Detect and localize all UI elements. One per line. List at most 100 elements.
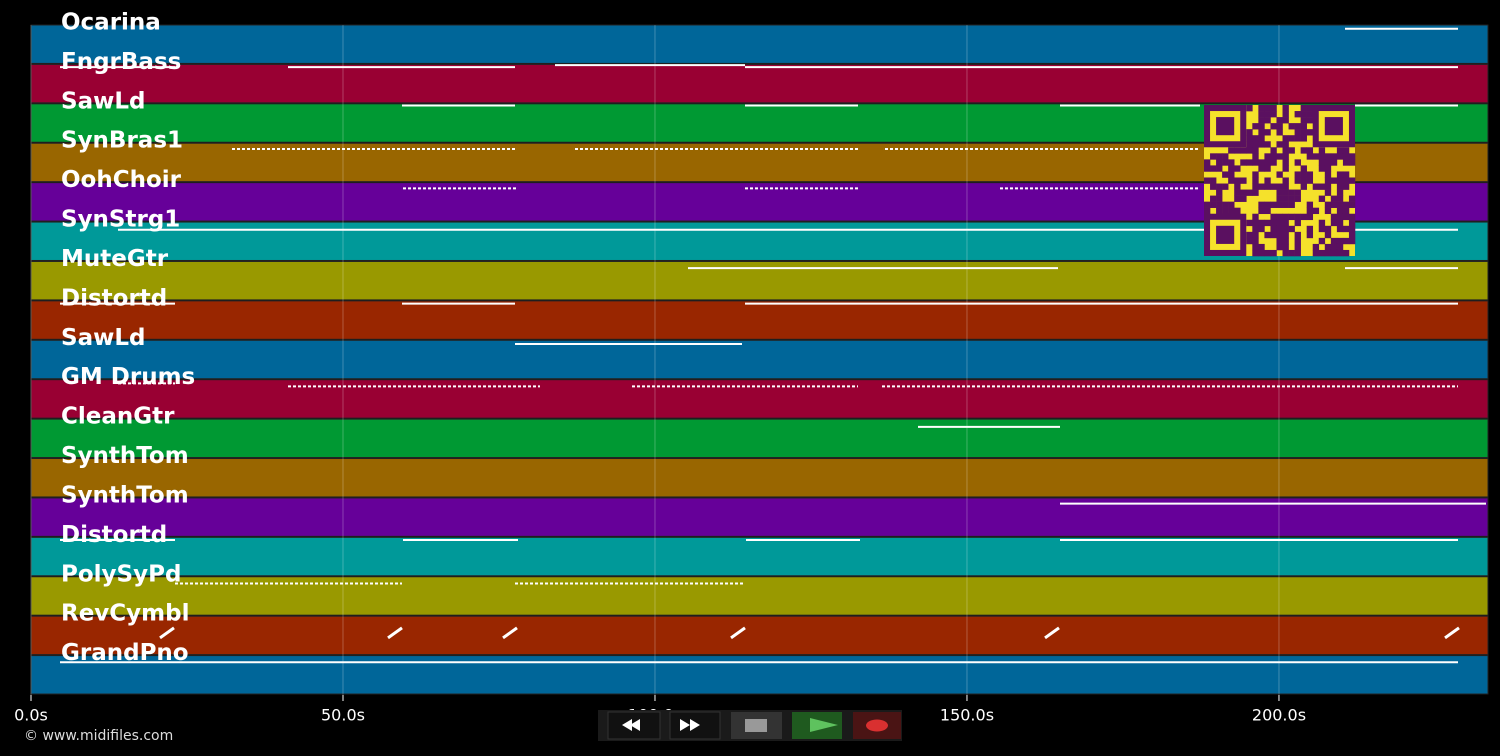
qr-module	[1264, 177, 1271, 184]
qr-module	[1264, 207, 1271, 215]
qr-module	[1336, 237, 1344, 245]
qr-module	[1264, 141, 1271, 148]
qr-module	[1228, 207, 1235, 215]
fast-forward-button[interactable]	[669, 711, 721, 740]
qr-module	[1336, 147, 1344, 154]
qr-module	[1294, 249, 1301, 257]
qr-module	[1210, 195, 1217, 202]
qr-module	[1342, 201, 1350, 208]
qr-module	[1264, 219, 1271, 227]
qr-module	[1336, 225, 1344, 233]
qr-module	[1252, 141, 1259, 148]
qr-module	[1276, 213, 1283, 221]
qr-module	[1288, 123, 1295, 130]
qr-module	[1258, 183, 1265, 190]
qr-module	[1252, 159, 1259, 166]
qr-module	[1234, 165, 1241, 172]
qr-module	[1312, 243, 1320, 251]
qr-module	[1264, 105, 1271, 112]
qr-module	[1342, 213, 1350, 221]
qr-module	[1336, 243, 1344, 251]
qr-module	[1300, 183, 1307, 190]
track-name: FngrBass	[61, 49, 181, 75]
qr-module	[1222, 207, 1229, 215]
qr-module	[1288, 213, 1295, 221]
qr-module	[1276, 141, 1283, 148]
qr-module	[1204, 207, 1211, 215]
qr-module	[1258, 141, 1265, 148]
qr-module	[1288, 135, 1295, 142]
qr-module	[1324, 243, 1332, 251]
qr-module	[1336, 249, 1344, 257]
qr-module	[1294, 219, 1301, 227]
qr-module	[1258, 249, 1265, 257]
track-name: CleanGtr	[61, 404, 175, 430]
qr-module	[1276, 129, 1283, 136]
qr-module	[1282, 141, 1289, 148]
qr-module	[1216, 159, 1223, 166]
track-name: OohChoir	[61, 167, 182, 193]
note-segment	[1444, 626, 1460, 640]
qr-module	[1258, 225, 1265, 233]
qr-module	[1276, 219, 1283, 227]
qr-module	[1294, 159, 1301, 166]
qr-module	[1282, 195, 1289, 202]
icon	[622, 719, 632, 731]
qr-module	[1294, 123, 1301, 130]
qr-module	[1252, 135, 1259, 142]
qr-finder	[1312, 104, 1355, 148]
qr-module	[1282, 105, 1289, 112]
track-lane	[30, 458, 1489, 498]
icon	[866, 719, 888, 732]
qr-module	[1216, 183, 1223, 190]
qr-module	[1270, 147, 1277, 154]
qr-module	[1258, 135, 1265, 142]
track-name: Distortd	[61, 522, 167, 548]
qr-module	[1300, 171, 1307, 178]
qr-module	[1318, 153, 1326, 160]
record-button[interactable]	[853, 712, 901, 739]
rewind-button[interactable]	[607, 711, 661, 740]
qr-module	[1348, 213, 1356, 221]
qr-module	[1282, 183, 1289, 190]
qr-module	[1306, 207, 1314, 215]
qr-module	[1336, 189, 1344, 196]
qr-module	[1294, 231, 1301, 239]
qr-module	[1276, 183, 1283, 190]
qr-module	[1330, 177, 1338, 184]
icon	[810, 718, 838, 732]
qr-module	[1324, 225, 1332, 233]
qr-module	[1330, 237, 1338, 245]
qr-module	[1270, 213, 1277, 221]
track-lane	[30, 63, 1489, 104]
qr-module	[1294, 243, 1301, 251]
qr-module	[1270, 201, 1277, 208]
play-button[interactable]	[792, 712, 842, 739]
qr-module	[1282, 201, 1289, 208]
qr-module	[1336, 207, 1344, 215]
stop-button[interactable]	[731, 712, 782, 739]
qr-module	[1264, 153, 1271, 160]
qr-module	[1294, 177, 1301, 184]
qr-module	[1342, 153, 1350, 160]
icon	[745, 719, 767, 732]
qr-module	[1210, 183, 1217, 190]
qr-module	[1264, 159, 1271, 166]
qr-module	[1246, 231, 1253, 239]
qr-module	[1306, 225, 1314, 233]
qr-module	[1294, 189, 1301, 196]
qr-module	[1306, 213, 1314, 221]
track-name: GrandPno	[61, 640, 189, 666]
qr-module	[1282, 213, 1289, 221]
qr-module	[1252, 153, 1259, 160]
qr-module	[1216, 165, 1223, 172]
qr-module	[1318, 195, 1326, 202]
qr-module	[1300, 117, 1307, 124]
note-segment	[387, 626, 403, 640]
qr-module	[1234, 177, 1241, 184]
qr-module	[1348, 219, 1356, 227]
qr-module	[1324, 153, 1332, 160]
qr-finder	[1204, 104, 1247, 148]
qr-module	[1258, 111, 1265, 118]
qr-module	[1282, 249, 1289, 257]
